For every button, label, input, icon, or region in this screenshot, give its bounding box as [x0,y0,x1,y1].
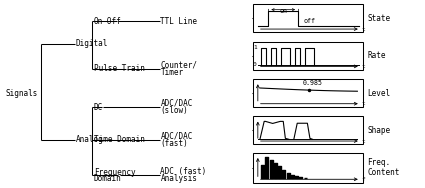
Text: On-Off: On-Off [94,17,122,26]
Text: Analysis: Analysis [160,174,197,183]
Text: Pulse Train: Pulse Train [94,64,145,73]
Text: Frequency: Frequency [94,168,136,177]
Text: t: t [362,27,366,32]
Bar [253,116,363,144]
Text: Freq.
Content: Freq. Content [367,158,400,177]
Bar [253,5,363,32]
Text: 1: 1 [253,45,257,50]
Text: off: off [303,18,315,24]
Text: f: f [362,177,366,182]
Text: Signals: Signals [6,89,38,99]
Text: t: t [362,64,366,69]
Text: 0: 0 [253,62,257,67]
Bar [253,79,363,107]
Text: on: on [279,8,287,14]
Text: ADC/DAC: ADC/DAC [160,99,193,108]
Text: Shape: Shape [367,126,390,135]
Text: Timer: Timer [160,68,184,77]
Text: Digital: Digital [76,39,108,48]
Text: ADC (fast): ADC (fast) [160,167,207,176]
Text: State: State [367,14,390,23]
Text: (slow): (slow) [160,106,188,115]
Bar [253,42,363,70]
Text: Domain: Domain [94,174,122,183]
Text: t: t [362,101,366,106]
Text: Level: Level [367,89,390,98]
Text: Counter/: Counter/ [160,60,197,69]
Text: t: t [362,139,366,143]
Text: TTL Line: TTL Line [160,17,197,26]
Text: 0.985: 0.985 [303,80,323,86]
Text: DC: DC [94,103,103,111]
Text: (fast): (fast) [160,139,188,148]
Text: ADC/DAC: ADC/DAC [160,131,193,140]
Bar [253,153,363,183]
Text: Rate: Rate [367,51,385,60]
Text: Analog: Analog [76,135,103,144]
Text: Time Domain: Time Domain [94,135,145,144]
